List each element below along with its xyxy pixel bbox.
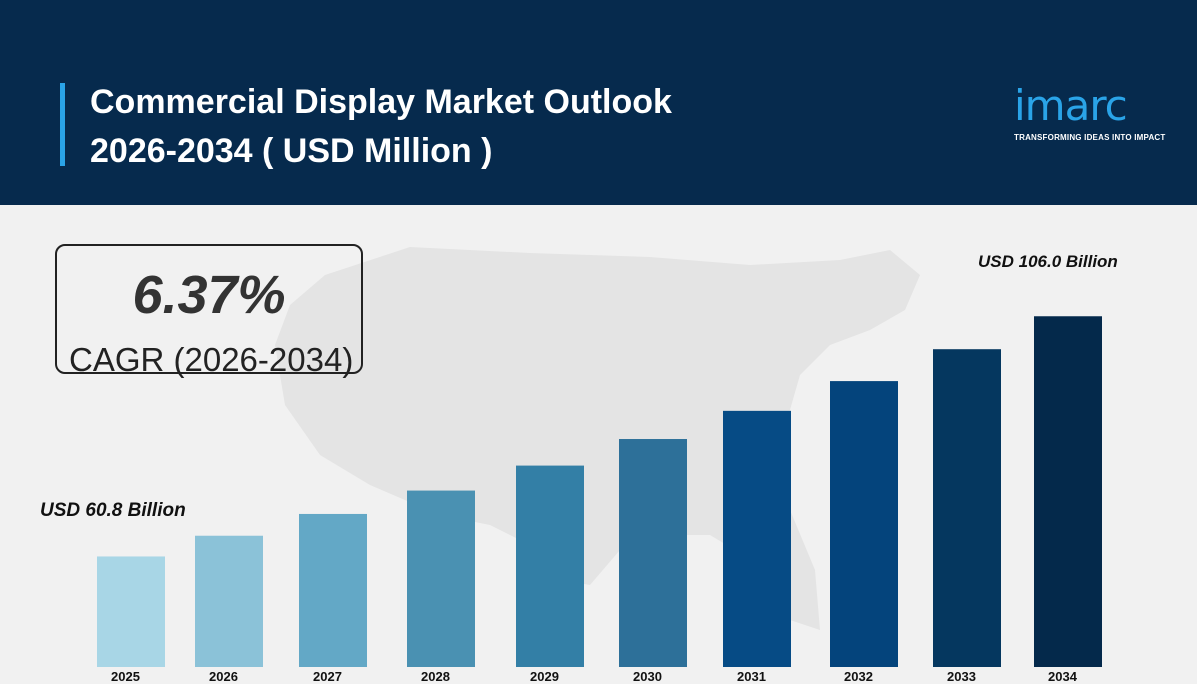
cagr-value: 6.37% [132, 265, 286, 325]
bar-2034 [1034, 316, 1102, 667]
bar-2030 [619, 439, 687, 667]
x-tick-label-2028: 2028 [421, 669, 450, 684]
bar-2029 [516, 465, 584, 667]
bar-2031 [723, 410, 791, 667]
x-tick-label-2033: 2033 [947, 669, 976, 684]
bar-2027 [299, 513, 367, 667]
x-tick-label-2032: 2032 [844, 669, 873, 684]
header-banner: Commercial Display Market Outlook 2026-2… [0, 0, 1197, 205]
x-axis-labels: 2025 2026 2027 2028 2029 2030 2031 2032 2033 2034 [111, 669, 1078, 684]
title-line-1: Commercial Display Market Outlook [90, 83, 672, 121]
bar-2026 [195, 535, 263, 667]
cagr-label: CAGR (2026-2034) [69, 341, 354, 378]
bar-2032 [830, 381, 898, 667]
x-tick-label-2029: 2029 [530, 669, 559, 684]
x-tick-label-2025: 2025 [111, 669, 140, 684]
logo-wordmark: imarc [1014, 81, 1128, 130]
x-tick-label-2027: 2027 [313, 669, 342, 684]
bar-group [97, 316, 1102, 667]
bar-chart: 2025 2026 2027 2028 2029 2030 2031 2032 2033 2034 [97, 316, 1102, 684]
x-tick-label-2034: 2034 [1048, 669, 1078, 684]
cagr-callout: 6.37% CAGR (2026-2034) [55, 244, 363, 378]
title-accent-bar [60, 83, 65, 166]
bar-2025 [97, 556, 165, 667]
imarc-logo: imarc TRANSFORMING IDEAS INTO IMPACT [1014, 81, 1170, 143]
bar-2028 [407, 490, 475, 667]
x-tick-label-2030: 2030 [633, 669, 662, 684]
logo-tagline: TRANSFORMING IDEAS INTO IMPACT [1014, 133, 1166, 142]
bar-2033 [933, 349, 1001, 667]
title-line-2: 2026-2034 ( USD Million ) [90, 132, 493, 170]
start-value-annotation: USD 60.8 Billion [40, 500, 186, 521]
page-title: Commercial Display Market Outlook 2026-2… [90, 78, 672, 176]
x-tick-label-2031: 2031 [737, 669, 766, 684]
x-tick-label-2026: 2026 [209, 669, 238, 684]
end-value-annotation: USD 106.0 Billion [978, 252, 1118, 271]
